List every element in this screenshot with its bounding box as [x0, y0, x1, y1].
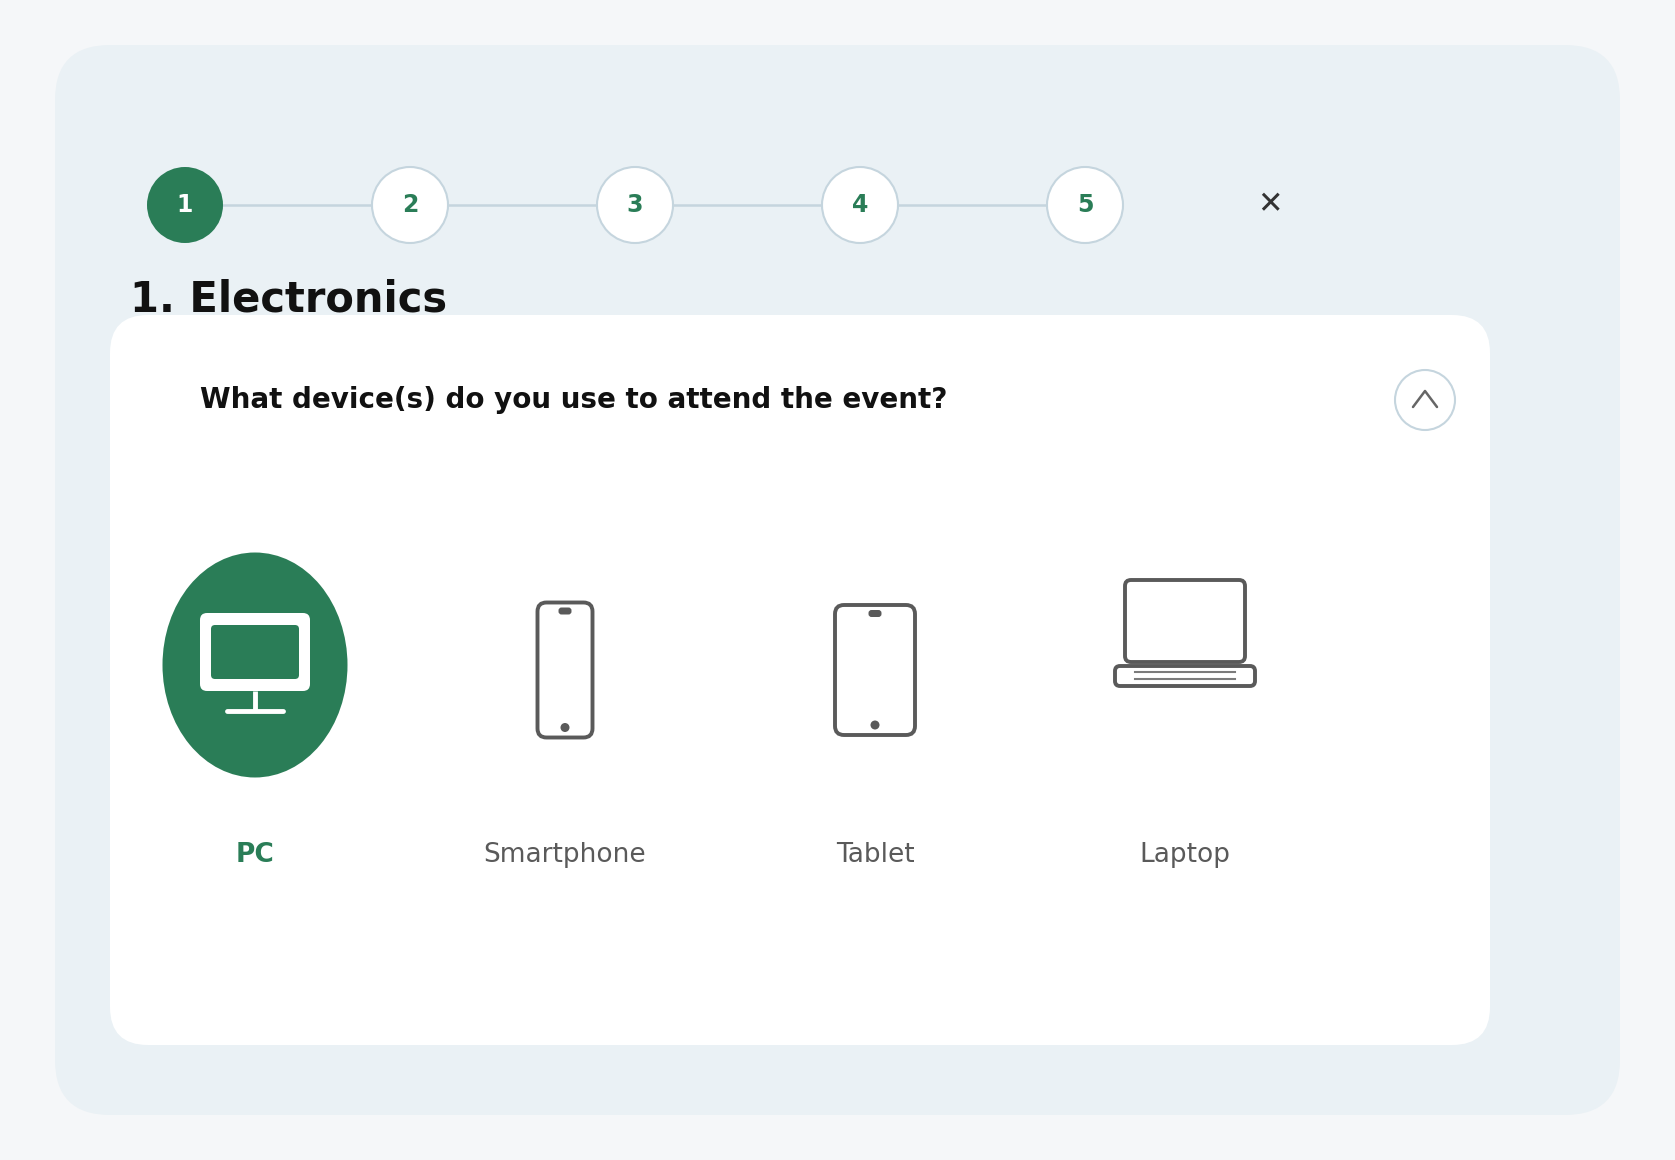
Text: 1. Electronics: 1. Electronics	[131, 280, 447, 321]
FancyBboxPatch shape	[111, 316, 1491, 1045]
Circle shape	[596, 167, 673, 242]
Text: 1: 1	[178, 193, 193, 217]
Text: What device(s) do you use to attend the event?: What device(s) do you use to attend the …	[199, 386, 948, 414]
Circle shape	[1047, 167, 1122, 242]
Text: Smartphone: Smartphone	[484, 842, 647, 868]
Ellipse shape	[162, 552, 347, 777]
Text: PC: PC	[236, 842, 275, 868]
FancyBboxPatch shape	[211, 625, 300, 679]
FancyBboxPatch shape	[55, 45, 1620, 1115]
Text: Tablet: Tablet	[836, 842, 915, 868]
FancyBboxPatch shape	[1116, 666, 1255, 686]
Text: 4: 4	[853, 193, 868, 217]
Text: 3: 3	[626, 193, 643, 217]
Text: 2: 2	[402, 193, 419, 217]
FancyBboxPatch shape	[869, 610, 881, 617]
Circle shape	[871, 720, 879, 730]
FancyBboxPatch shape	[538, 602, 593, 738]
FancyBboxPatch shape	[558, 608, 571, 615]
Circle shape	[372, 167, 447, 242]
FancyBboxPatch shape	[1126, 580, 1245, 662]
Circle shape	[1395, 370, 1456, 430]
Circle shape	[561, 723, 570, 732]
FancyBboxPatch shape	[836, 606, 915, 735]
Circle shape	[147, 167, 223, 242]
Circle shape	[822, 167, 898, 242]
Text: Laptop: Laptop	[1139, 842, 1231, 868]
Text: ✕: ✕	[1258, 190, 1283, 219]
Text: 5: 5	[1077, 193, 1094, 217]
FancyBboxPatch shape	[199, 612, 310, 691]
